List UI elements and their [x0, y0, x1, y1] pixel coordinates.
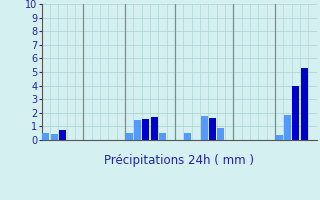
Bar [142, 119, 149, 140]
Bar [301, 68, 308, 140]
Bar [201, 116, 208, 140]
Bar [126, 133, 133, 140]
Bar [184, 133, 191, 140]
X-axis label: Précipitations 24h ( mm ): Précipitations 24h ( mm ) [104, 154, 254, 167]
Bar [151, 117, 158, 140]
Bar [42, 133, 49, 140]
Bar [284, 115, 291, 140]
Bar [217, 128, 224, 140]
Bar [209, 118, 216, 140]
Bar [159, 133, 166, 140]
Bar [134, 120, 141, 140]
Bar [292, 86, 300, 140]
Bar [276, 135, 283, 140]
Bar [59, 130, 66, 140]
Bar [51, 134, 58, 140]
